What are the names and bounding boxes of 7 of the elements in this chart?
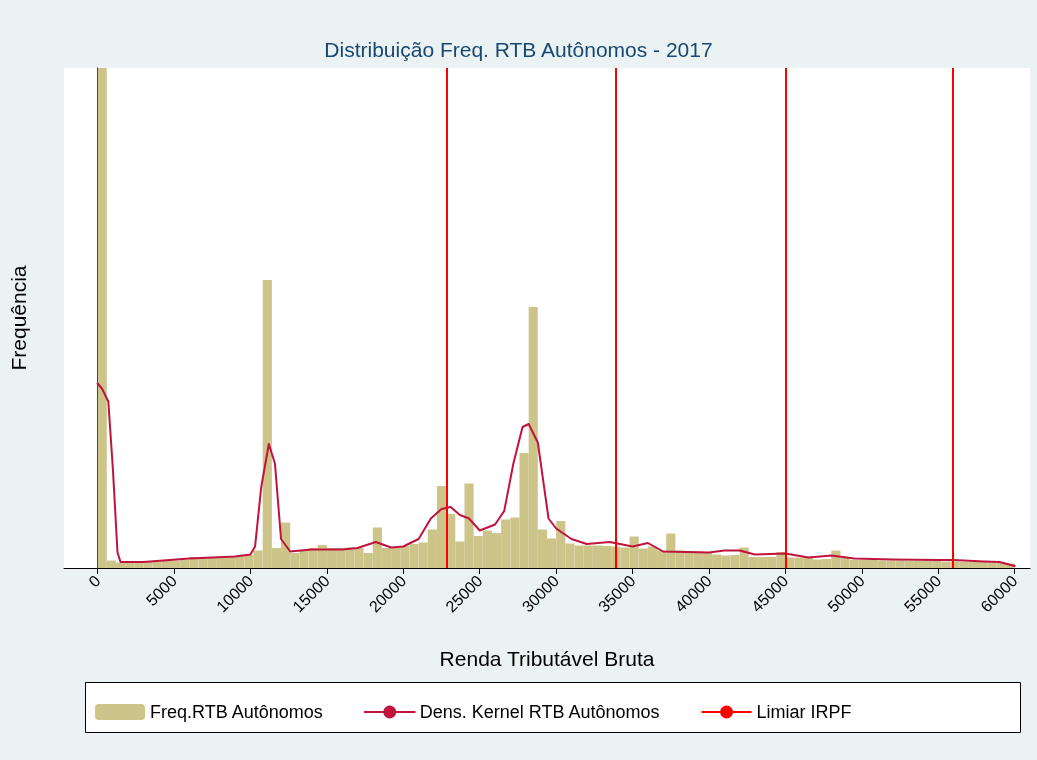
legend-label: Freq.RTB Autônomos bbox=[150, 702, 323, 722]
x-tick-label: 0 bbox=[85, 571, 104, 591]
legend-label: Dens. Kernel RTB Autônomos bbox=[419, 702, 660, 722]
legend-label: Limiar IRPF bbox=[756, 702, 852, 722]
y-axis-title: Frequência bbox=[7, 265, 30, 371]
chart-title: Distribuição Freq. RTB Autônomos - 2017 bbox=[324, 38, 713, 61]
x-axis-title: Renda Tributável Bruta bbox=[439, 647, 655, 670]
